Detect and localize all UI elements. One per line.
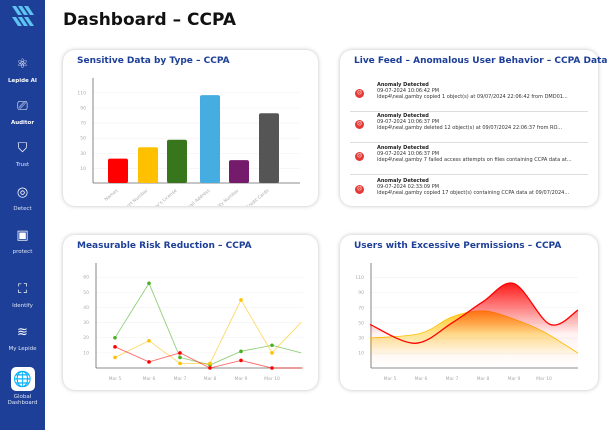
- y-tick-label: 110: [355, 275, 364, 281]
- feed-item[interactable]: ☹ Anomaly Detected 09-07-2024 10:06:37 PM l…: [350, 113, 588, 143]
- y-tick-label: 10: [358, 351, 364, 357]
- card-title: Live Feed – Anomalous User Behavior – CC…: [354, 56, 608, 66]
- live-feed-card: Live Feed – Anomalous User Behavior – CC…: [340, 50, 607, 206]
- y-tick-label: 30: [80, 151, 86, 157]
- target-icon: ◎: [16, 185, 29, 200]
- camera-icon: ⎚: [17, 99, 28, 114]
- x-tick-label: Mar 9: [235, 376, 248, 382]
- card-title: Users with Excessive Permissions – CCPA: [354, 241, 562, 251]
- y-tick-label: 30: [358, 336, 364, 342]
- series-area: [370, 282, 578, 368]
- y-tick-label: 90: [80, 105, 86, 111]
- x-tick-label: Mar 8: [204, 376, 217, 382]
- data-point: [208, 366, 212, 370]
- x-tick-label: Names: [103, 188, 119, 203]
- y-tick-label: 70: [358, 305, 364, 311]
- data-point: [147, 360, 151, 364]
- y-tick-label: 20: [83, 335, 89, 341]
- y-tick-label: 110: [77, 90, 86, 96]
- x-tick-label: Email Address: [183, 188, 212, 206]
- excessive-permissions-card: 10 30 50 70 90 110 Mar 5 Mar 6 Mar 7 Mar 8 Mar 9 Ma…: [340, 235, 598, 390]
- bar: [259, 113, 279, 183]
- data-point: [178, 361, 182, 366]
- x-tick-label: Mar 6: [415, 376, 428, 382]
- y-tick-label: 50: [358, 320, 364, 326]
- shield-icon: ⛉: [17, 141, 28, 156]
- alert-icon: ☹: [355, 185, 364, 194]
- y-tick-label: 50: [83, 290, 89, 296]
- sidebar-item-lepide-ai[interactable]: ⚛ Lepide AI: [8, 57, 37, 84]
- data-point: [113, 355, 117, 360]
- sidebar-item-my-lepide[interactable]: ≋ My Lepide: [8, 325, 37, 352]
- sidebar-item-detect[interactable]: ◎ Detect: [13, 185, 32, 212]
- atom-icon: ⚛: [16, 57, 29, 72]
- data-point: [147, 338, 151, 343]
- data-point: [178, 355, 182, 360]
- sidebar-item-auditor[interactable]: ⎚ Auditor: [10, 99, 35, 126]
- bar: [229, 160, 249, 183]
- y-tick-label: 10: [83, 350, 89, 356]
- x-tick-label: Mar 7: [174, 376, 187, 382]
- bar: [167, 139, 187, 183]
- sidebar: ⚛ Lepide AI ⎚ Auditor ⛉ Trust ◎ Detect ▣ prot…: [0, 0, 45, 430]
- sidebar-item-identify[interactable]: ⛶ Identify: [12, 282, 33, 309]
- x-tick-label: Mar 10: [536, 376, 552, 382]
- feed-item[interactable]: ☹ Anomaly Detected 09-07-2024 02:33:09 PM l…: [355, 178, 570, 196]
- bar: [200, 95, 220, 183]
- x-tick-label: Mar 8: [477, 376, 490, 382]
- risk-reduction-card: 10 20 30 40 50 60 Mar 5 Mar 6 Mar 7 Mar 8 Mar 9 Mar…: [63, 235, 318, 390]
- x-tick-label: Mar 6: [143, 376, 156, 382]
- lepide-logo[interactable]: [12, 6, 34, 28]
- y-tick-label: 10: [80, 166, 86, 172]
- series-line: [369, 282, 579, 344]
- y-tick-label: 40: [83, 305, 89, 311]
- sidebar-item-trust[interactable]: ⛉ Trust: [15, 141, 30, 168]
- data-point: [147, 281, 151, 286]
- data-point: [178, 351, 182, 355]
- sidebar-item-global-dashboard[interactable]: 🌐 Global Dashboard: [0, 367, 45, 406]
- bar: [138, 147, 158, 183]
- x-tick-label: Credit Cards: [245, 188, 271, 206]
- card-title: Sensitive Data by Type – CCPA: [77, 56, 230, 66]
- data-point: [208, 361, 212, 366]
- alert-icon: ☹: [355, 120, 364, 129]
- data-point: [239, 358, 243, 363]
- alert-icon: ☹: [355, 89, 364, 98]
- data-point: [239, 298, 243, 302]
- y-tick-label: 70: [80, 121, 86, 127]
- x-tick-label: Mar 5: [109, 376, 122, 382]
- data-point: [113, 345, 117, 349]
- card-title: Measurable Risk Reduction – CCPA: [77, 241, 252, 251]
- sensitive-data-card: 10 30 50 70 90 110 Names US Passport Number US D…: [63, 50, 318, 206]
- x-tick-label: Mar 5: [384, 376, 397, 382]
- page-title: Dashboard – CCPA: [63, 10, 237, 30]
- user-scan-icon: ⛶: [17, 282, 28, 297]
- y-tick-label: 30: [83, 320, 89, 326]
- alert-icon: ☹: [355, 152, 364, 161]
- data-point: [239, 349, 243, 354]
- sidebar-item-protect[interactable]: ▣ protect: [12, 228, 33, 255]
- data-point: [270, 343, 274, 348]
- x-tick-label: Mar 10: [264, 376, 280, 382]
- data-point: [270, 366, 274, 370]
- waves-icon: ≋: [17, 325, 28, 340]
- feed-item[interactable]: ☹ Anomaly Detected 09-07-2024 10:06:42 PM l…: [350, 82, 588, 112]
- y-tick-label: 60: [83, 275, 89, 281]
- x-tick-label: Mar 7: [446, 376, 459, 382]
- excessive-permissions-chart: 10 30 50 70 90 110 Mar 5 Mar 6 Mar 7 Mar 8 Mar 9 Ma…: [355, 263, 579, 382]
- globe-icon: 🌐: [10, 367, 35, 391]
- y-tick-label: 50: [80, 136, 86, 142]
- x-tick-label: Mar 9: [508, 376, 521, 382]
- risk-reduction-chart: 10 20 30 40 50 60 Mar 5 Mar 6 Mar 7 Mar 8 Mar 9 Mar…: [83, 263, 303, 382]
- data-point: [113, 335, 117, 340]
- bar: [108, 158, 128, 183]
- folder-shield-icon: ▣: [16, 228, 29, 243]
- y-tick-label: 90: [358, 290, 364, 296]
- data-point: [270, 351, 274, 355]
- feed-item[interactable]: ☹ Anomaly Detected 09-07-2024 10:06:37 PM l…: [350, 145, 588, 175]
